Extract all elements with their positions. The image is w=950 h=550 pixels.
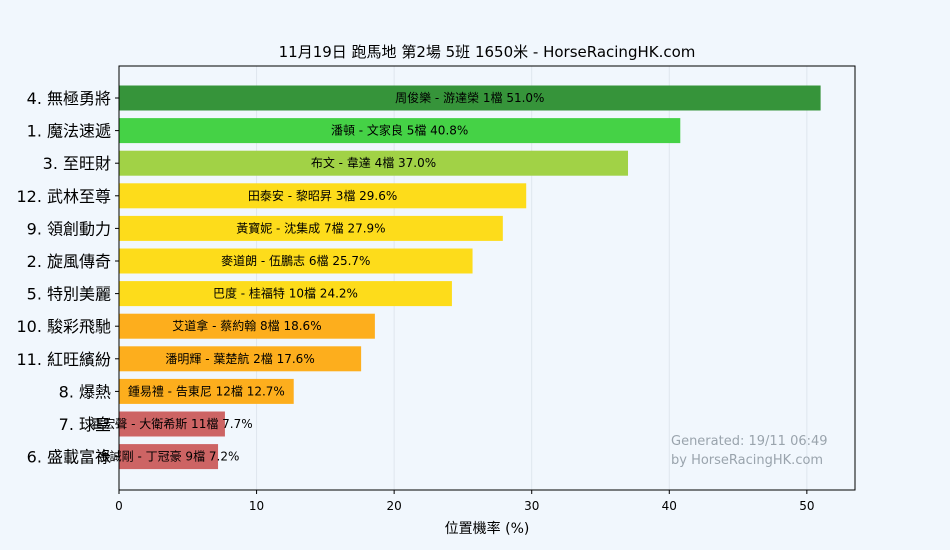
category-label: 3. 至旺財	[43, 154, 111, 173]
bar-label: 潘明輝 - 葉楚航 2檔 17.6%	[165, 351, 314, 366]
watermark-site: by HorseRacingHK.com	[671, 453, 823, 468]
chart-title: 11月19日 跑馬地 第2場 5班 1650米 - HorseRacingHK.…	[279, 43, 696, 61]
bar	[119, 150, 629, 176]
category-label: 11. 紅旺繽紛	[16, 350, 111, 369]
category-label: 5. 特別美麗	[27, 285, 111, 304]
bar-label: 霍宏聲 - 大衛希斯 11檔 7.7%	[91, 416, 252, 431]
bar	[119, 281, 452, 307]
watermark-generated: Generated: 19/11 06:49	[671, 434, 828, 449]
bar	[119, 346, 362, 372]
category-label: 7. 球皇	[59, 415, 111, 434]
category-label: 9. 領創動力	[27, 219, 111, 238]
bar	[119, 313, 375, 339]
bar	[119, 118, 681, 144]
bar-label: 金誠剛 - 丁冠豪 9檔 7.2%	[98, 449, 240, 464]
x-tick-label: 0	[115, 499, 123, 513]
x-tick-label: 20	[386, 499, 401, 513]
plot-frame	[118, 65, 856, 491]
bar-label: 潘頓 - 文家良 5檔 40.8%	[331, 123, 468, 138]
bar	[119, 248, 473, 274]
category-label: 4. 無極勇將	[27, 89, 111, 108]
x-axis-label: 位置機率 (%)	[445, 520, 530, 537]
bar-label: 田泰安 - 黎昭昇 3檔 29.6%	[248, 188, 397, 203]
category-label: 1. 魔法速遞	[27, 122, 111, 141]
bar-label: 黃寶妮 - 沈集成 7檔 27.9%	[236, 220, 385, 235]
category-label: 12. 武林至尊	[16, 187, 111, 206]
category-labels: 4. 無極勇將 1. 魔法速遞 3. 至旺財 12. 武林至尊 9. 領創動力 2. 旋風…	[16, 89, 119, 467]
x-axis-ticks: 0 10 20 30 40 50	[115, 490, 814, 513]
bar-label: 布文 - 韋達 4檔 37.0%	[311, 155, 436, 170]
x-tick-label: 40	[662, 499, 677, 513]
bar-label: 巴度 - 桂福特 10檔 24.2%	[213, 286, 358, 301]
category-label: 8. 爆熱	[59, 382, 111, 401]
x-tick-label: 50	[799, 499, 814, 513]
bars: 周俊樂 - 游達榮 1檔 51.0% 潘頓 - 文家良 5檔 40.8% 布文 - …	[91, 85, 821, 470]
bar	[119, 444, 219, 470]
bar-label: 鍾易禮 - 告東尼 12檔 12.7%	[128, 384, 285, 398]
x-tick-label: 10	[249, 499, 264, 513]
x-tick-label: 30	[524, 499, 539, 513]
bar	[119, 183, 527, 209]
category-label: 2. 旋風傳奇	[27, 252, 111, 271]
bar-label: 艾道拿 - 蔡約翰 8檔 18.6%	[172, 318, 321, 333]
bar	[119, 378, 294, 404]
bar-label: 麥道朗 - 伍鵬志 6檔 25.7%	[221, 254, 370, 268]
bar	[119, 215, 503, 241]
bar-label: 周俊樂 - 游達榮 1檔 51.0%	[395, 90, 544, 105]
bar	[119, 411, 225, 437]
category-label: 10. 駿彩飛馳	[16, 317, 111, 336]
category-label: 6. 盛載富祿	[27, 448, 111, 467]
bar	[119, 85, 821, 111]
